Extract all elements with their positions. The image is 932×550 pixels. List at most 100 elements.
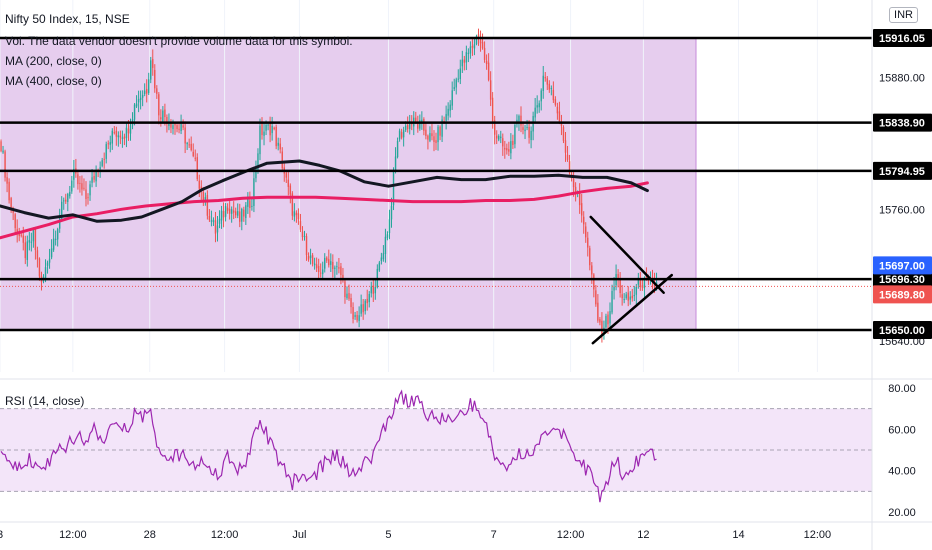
candle-body <box>176 125 178 130</box>
candle-body <box>342 274 344 280</box>
candle-body <box>103 158 105 160</box>
candle-body <box>307 256 310 260</box>
candle-body <box>382 253 385 260</box>
candle-body <box>61 201 63 219</box>
candle-body <box>30 241 33 243</box>
candle-body <box>627 292 629 301</box>
candle-body <box>572 179 575 188</box>
candle-body <box>530 130 532 141</box>
candle-body <box>514 124 516 145</box>
rsi-line <box>0 389 657 503</box>
candle-body <box>348 293 350 299</box>
candle-body <box>550 87 553 89</box>
candle-body <box>38 258 41 277</box>
candle-body <box>269 123 271 136</box>
trend-lines-layer[interactable] <box>589 215 673 345</box>
candle-body <box>121 137 124 139</box>
candle-body <box>71 180 73 192</box>
candle-body <box>366 298 368 304</box>
candle-body <box>467 52 470 54</box>
candle-body <box>239 211 241 222</box>
candle-body <box>619 279 621 294</box>
candle-body <box>194 157 196 159</box>
candle-body <box>20 234 22 236</box>
candle-body <box>439 126 441 136</box>
candle-body <box>247 198 249 207</box>
rsi-tick-label-0: 80.00 <box>888 383 916 395</box>
candle-body <box>356 314 358 321</box>
candle-body <box>338 267 340 269</box>
candle-body <box>317 266 320 273</box>
candle-body <box>303 235 306 237</box>
candle-body <box>156 88 158 94</box>
level-axis-tag-2 <box>873 161 932 180</box>
candle-body <box>137 99 140 103</box>
candle-body <box>471 45 474 48</box>
candle-body <box>160 117 162 120</box>
candle-body <box>63 200 65 202</box>
candle-body <box>125 127 128 138</box>
candle-body <box>601 320 603 335</box>
candle-body <box>202 191 205 202</box>
level-axis-tag-label-1: 15838.90 <box>879 118 925 130</box>
rsi-legend[interactable]: RSI (14, close) <box>5 394 85 408</box>
currency-button[interactable]: INR <box>889 7 918 23</box>
ma400-legend[interactable]: MA (400, close, 0) <box>5 74 102 88</box>
candle-body <box>330 261 332 265</box>
candle-body <box>192 151 194 157</box>
candle-body <box>6 177 8 184</box>
candle-body <box>487 62 490 80</box>
candle-body <box>28 240 31 243</box>
candle-body <box>394 156 397 172</box>
candle-body <box>613 286 615 291</box>
level-axis-tag-1 <box>873 113 932 132</box>
candle-body <box>326 257 328 261</box>
candle-body <box>214 220 217 234</box>
candle-body <box>26 241 29 260</box>
candle-body <box>451 90 453 106</box>
candle-body <box>216 225 219 233</box>
candle-body <box>263 131 265 136</box>
candle-body <box>645 275 648 279</box>
ma200-legend[interactable]: MA (200, close, 0) <box>5 54 102 68</box>
candle-body <box>113 132 116 134</box>
candle-body <box>79 182 81 184</box>
candle-body <box>52 238 55 250</box>
candle-body <box>81 183 83 190</box>
candle-body <box>305 236 308 256</box>
candle-body <box>449 104 451 111</box>
candle-body <box>508 149 510 152</box>
candle-body <box>631 295 633 299</box>
price-tag-label-1: 15689.80 <box>879 289 925 301</box>
candle-body <box>538 103 540 108</box>
candle-body <box>374 287 377 294</box>
candle-body <box>498 135 500 140</box>
candle-body <box>461 59 464 67</box>
candle-body <box>299 221 302 230</box>
candle-body <box>277 142 279 146</box>
candle-body <box>481 41 484 49</box>
candle-body <box>595 290 597 305</box>
candle-body <box>91 177 93 183</box>
candle-body <box>241 208 243 222</box>
candle-body <box>273 127 275 129</box>
candle-body <box>542 75 544 91</box>
level-axis-tag-label-2: 15794.95 <box>879 166 925 178</box>
candle-body <box>423 119 425 131</box>
candle-body <box>605 315 607 328</box>
candle-body <box>364 300 366 312</box>
candle-body <box>22 235 24 243</box>
trend-line-1 <box>591 273 673 345</box>
candle-body <box>85 189 87 200</box>
candle-body <box>148 79 150 94</box>
candle-body <box>358 315 360 321</box>
candle-body <box>453 87 455 90</box>
candle-body <box>611 291 613 313</box>
time-tick-label-6: 7 <box>491 529 497 541</box>
candle-body <box>459 68 461 80</box>
time-tick-label-5: 5 <box>385 529 391 541</box>
candle-body <box>249 200 251 208</box>
candle-body <box>152 59 154 68</box>
candle-body <box>566 154 569 160</box>
